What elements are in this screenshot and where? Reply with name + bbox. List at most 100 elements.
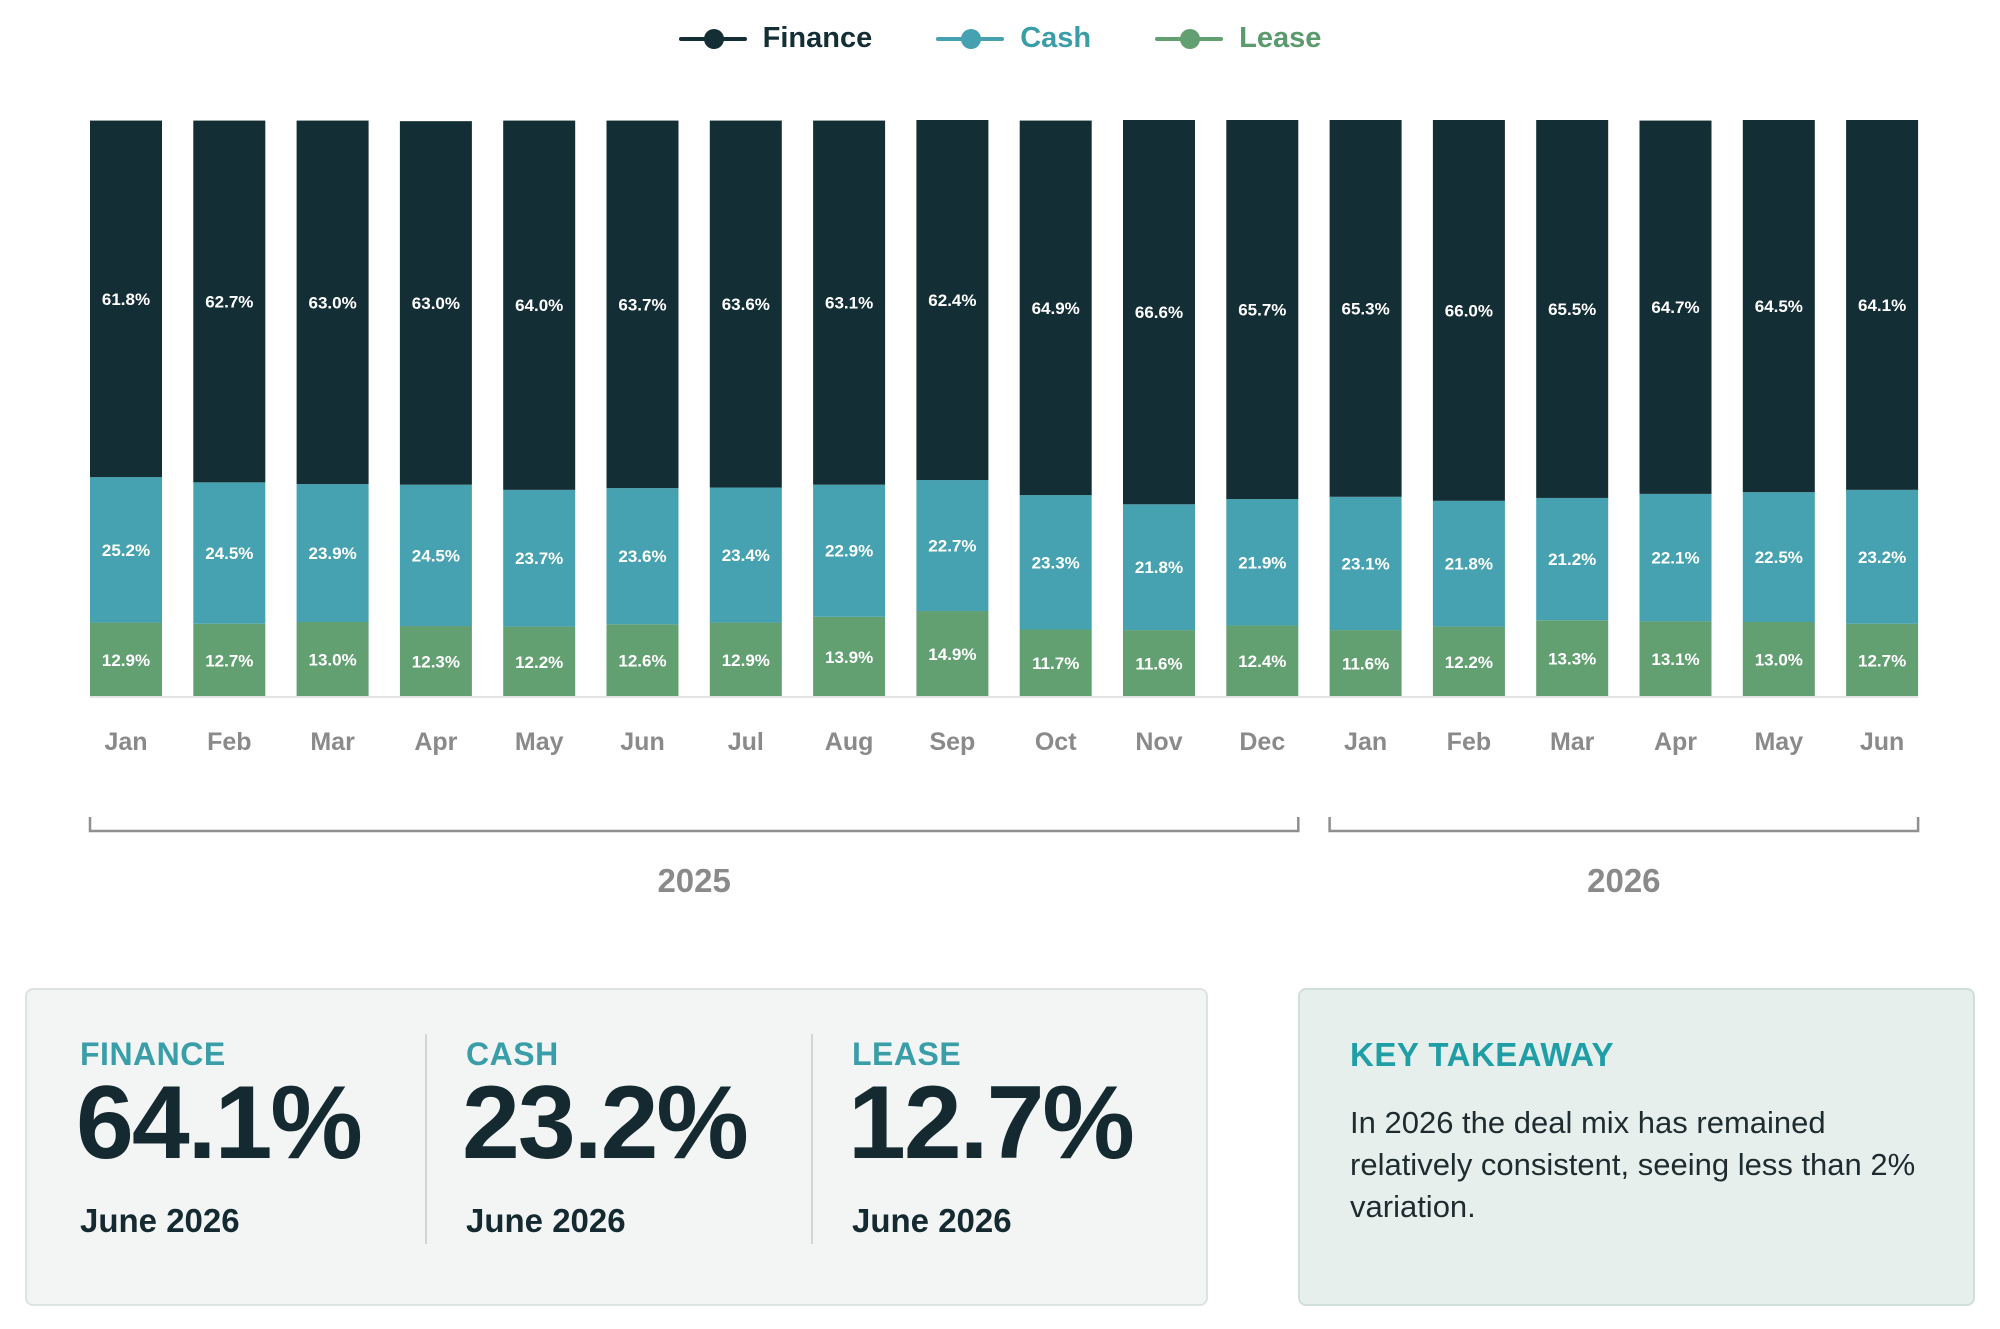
- bar-segment-finance: [606, 120, 679, 489]
- data-label-finance: 64.0%: [515, 296, 563, 315]
- bar-segment-cash: [399, 484, 472, 627]
- data-label-cash: 23.1%: [1341, 554, 1389, 573]
- data-label-cash: 22.1%: [1651, 549, 1699, 568]
- bar-segment-lease: [1536, 620, 1609, 697]
- bar-segment-cash: [90, 477, 162, 623]
- bar-segment-finance: [1432, 120, 1505, 501]
- bar-segment-lease: [1432, 626, 1505, 697]
- stat-divider: [811, 1034, 813, 1244]
- legend-label-finance: Finance: [762, 22, 873, 54]
- data-label-cash: 23.7%: [515, 549, 563, 568]
- data-label-finance: 64.1%: [1858, 296, 1906, 315]
- year-bracket-2025: [88, 817, 1300, 833]
- data-label-lease: 13.0%: [308, 650, 356, 669]
- year-group-label: 2026: [1587, 862, 1660, 899]
- data-label-finance: 63.0%: [308, 293, 356, 312]
- legend-label-cash: Cash: [1020, 22, 1092, 54]
- bar-segment-lease: [1639, 621, 1712, 697]
- data-label-cash: 24.5%: [205, 544, 253, 563]
- data-label-finance: 64.7%: [1651, 298, 1699, 317]
- x-tick-label: Jul: [728, 728, 764, 756]
- stat-label-finance: FINANCE: [80, 1036, 226, 1072]
- data-label-finance: 63.1%: [825, 294, 873, 313]
- data-label-lease: 13.3%: [1548, 650, 1596, 669]
- bar-segment-cash: [1226, 499, 1299, 626]
- data-label-finance: 64.5%: [1755, 297, 1803, 316]
- data-label-lease: 12.9%: [102, 651, 150, 670]
- data-label-lease: 12.6%: [618, 652, 666, 671]
- bar-segment-lease: [916, 611, 989, 697]
- data-label-lease: 11.7%: [1032, 654, 1079, 673]
- x-tick-label: Jun: [1860, 728, 1904, 756]
- x-tick-label: Oct: [1035, 728, 1077, 756]
- bar-segment-cash: [606, 488, 679, 625]
- data-label-lease: 13.9%: [825, 648, 873, 667]
- bar-segment-finance: [399, 121, 472, 485]
- bar-segment-finance: [1639, 120, 1712, 494]
- x-tick-label: May: [515, 728, 564, 756]
- x-tick-label: Mar: [1550, 728, 1595, 756]
- data-label-cash: 22.7%: [928, 537, 976, 556]
- bar-segment-finance: [1846, 120, 1919, 490]
- x-tick-label: Apr: [414, 728, 457, 756]
- year-bracket-2026: [1328, 817, 1920, 833]
- stats-card: FINANCE 64.1% June 2026 CASH 23.2% June …: [25, 988, 1208, 1306]
- data-label-lease: 12.9%: [722, 651, 770, 670]
- stat-divider: [425, 1034, 427, 1244]
- data-label-cash: 22.9%: [825, 542, 873, 561]
- stat-date-finance: June 2026: [80, 1202, 240, 1239]
- bar-segment-finance: [193, 120, 266, 483]
- data-label-finance: 64.9%: [1032, 299, 1080, 318]
- legend-dot-finance: [703, 28, 724, 49]
- legend-marker-lease: [1155, 28, 1224, 49]
- data-label-lease: 12.2%: [1445, 653, 1493, 672]
- bar-segment-cash: [296, 484, 369, 622]
- x-tick-label: Aug: [825, 728, 874, 756]
- bar-segment-finance: [1742, 120, 1815, 493]
- bar-segment-lease: [399, 626, 472, 697]
- bar-segment-cash: [1846, 489, 1919, 624]
- x-tick-label: May: [1754, 728, 1803, 756]
- bar-segment-cash: [1019, 495, 1092, 630]
- bar-segment-lease: [296, 621, 369, 697]
- x-tick-label: Feb: [207, 728, 251, 756]
- bar-segment-cash: [1742, 492, 1815, 622]
- data-label-lease: 13.0%: [1755, 650, 1803, 669]
- data-label-finance: 66.6%: [1135, 303, 1183, 322]
- bar-segment-lease: [709, 622, 782, 697]
- data-label-finance: 62.7%: [205, 292, 253, 311]
- bar-segment-cash: [1536, 497, 1609, 621]
- stat-value-finance: 64.1%: [76, 1065, 363, 1181]
- legend-marker-finance: [678, 28, 747, 49]
- bar-segment-lease: [193, 623, 266, 697]
- key-takeaway-title: KEY TAKEAWAY: [1350, 1036, 1614, 1073]
- key-takeaway-card: KEY TAKEAWAY In 2026 the deal mix has re…: [1298, 988, 1975, 1306]
- data-label-cash: 23.3%: [1032, 553, 1080, 572]
- data-label-finance: 61.8%: [102, 290, 150, 309]
- bar-segment-cash: [709, 487, 782, 623]
- stat-label-cash: CASH: [466, 1036, 559, 1072]
- bar-segment-finance: [1536, 120, 1609, 498]
- stacked-bar-chart: 12.9% 25.2% 61.8% Jan 12.7% 24.5% 62.7% Feb 13.0…: [88, 120, 1920, 899]
- x-tick-label: Feb: [1447, 728, 1491, 756]
- data-label-lease: 12.2%: [515, 653, 563, 672]
- stat-value-lease: 12.7%: [848, 1065, 1135, 1181]
- legend-dot-lease: [1180, 28, 1201, 49]
- legend-dot-cash: [961, 28, 982, 49]
- data-label-cash: 23.4%: [722, 546, 770, 565]
- data-label-cash: 22.5%: [1755, 548, 1803, 567]
- chart-legend: Finance Cash Lease: [0, 22, 2000, 55]
- bar-segment-cash: [1432, 500, 1505, 627]
- data-label-lease: 11.6%: [1135, 655, 1182, 674]
- data-label-finance: 65.7%: [1238, 301, 1286, 320]
- x-tick-label: Jan: [104, 728, 147, 756]
- data-label-lease: 12.3%: [412, 653, 460, 672]
- data-label-lease: 12.4%: [1238, 652, 1286, 671]
- data-label-cash: 21.9%: [1238, 553, 1286, 572]
- data-label-cash: 21.8%: [1135, 558, 1183, 577]
- x-tick-label: Mar: [310, 728, 355, 756]
- legend-item-cash: Cash: [936, 22, 1091, 55]
- bar-segment-finance: [1226, 120, 1299, 500]
- bar-segment-cash: [1639, 493, 1712, 622]
- data-label-lease: 11.6%: [1342, 655, 1389, 674]
